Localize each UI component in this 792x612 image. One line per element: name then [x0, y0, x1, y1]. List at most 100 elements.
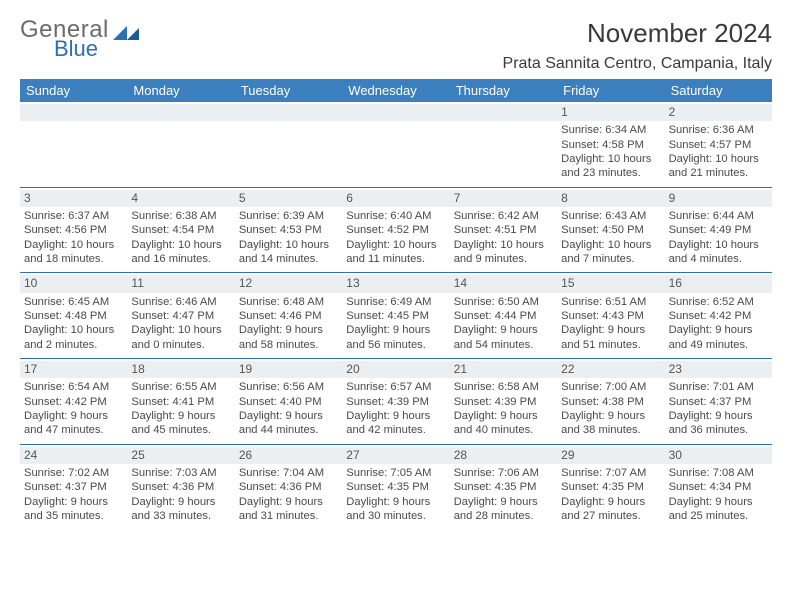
day-line: Sunset: 4:38 PM [561, 395, 660, 409]
day-number: 25 [127, 447, 234, 464]
day-line: Sunrise: 6:46 AM [131, 295, 230, 309]
day-line: and 38 minutes. [561, 423, 660, 437]
day-line: Sunrise: 7:05 AM [346, 466, 445, 480]
day-number: 14 [450, 275, 557, 292]
day-cell: 18Sunrise: 6:55 AMSunset: 4:41 PMDayligh… [127, 359, 234, 442]
day-line: Daylight: 9 hours [239, 409, 338, 423]
day-line: Sunrise: 6:56 AM [239, 380, 338, 394]
day-line: Sunrise: 6:34 AM [561, 123, 660, 137]
day-line: and 21 minutes. [669, 166, 768, 180]
logo-text: General Blue [20, 18, 109, 60]
weekday-sat: Saturday [665, 79, 772, 102]
day-number: . [127, 104, 234, 121]
day-number: 16 [665, 275, 772, 292]
day-line: Sunrise: 6:44 AM [669, 209, 768, 223]
day-line: Sunrise: 6:52 AM [669, 295, 768, 309]
day-line: Sunset: 4:35 PM [561, 480, 660, 494]
day-line: Sunrise: 6:49 AM [346, 295, 445, 309]
day-line: Daylight: 9 hours [24, 495, 123, 509]
day-number: 8 [557, 190, 664, 207]
day-line: and 23 minutes. [561, 166, 660, 180]
day-number: 27 [342, 447, 449, 464]
day-line: and 56 minutes. [346, 338, 445, 352]
weekday-header: Sunday Monday Tuesday Wednesday Thursday… [20, 79, 772, 102]
day-line: Sunset: 4:52 PM [346, 223, 445, 237]
title-block: November 2024 Prata Sannita Centro, Camp… [503, 18, 772, 73]
day-line: Sunrise: 6:42 AM [454, 209, 553, 223]
calendar-body: .....1Sunrise: 6:34 AMSunset: 4:58 PMDay… [20, 102, 772, 527]
day-line: and 47 minutes. [24, 423, 123, 437]
day-line: and 35 minutes. [24, 509, 123, 523]
day-line: and 33 minutes. [131, 509, 230, 523]
day-line: Daylight: 9 hours [239, 495, 338, 509]
day-cell: 14Sunrise: 6:50 AMSunset: 4:44 PMDayligh… [450, 273, 557, 356]
day-number: 5 [235, 190, 342, 207]
day-cell: 19Sunrise: 6:56 AMSunset: 4:40 PMDayligh… [235, 359, 342, 442]
day-number: 20 [342, 361, 449, 378]
day-number: 9 [665, 190, 772, 207]
day-line: Sunrise: 6:58 AM [454, 380, 553, 394]
day-line: Sunset: 4:40 PM [239, 395, 338, 409]
day-line: Sunset: 4:42 PM [24, 395, 123, 409]
day-line: Sunset: 4:45 PM [346, 309, 445, 323]
day-cell: . [450, 102, 557, 185]
day-line: and 27 minutes. [561, 509, 660, 523]
day-line: Daylight: 9 hours [131, 495, 230, 509]
day-line: Daylight: 9 hours [454, 495, 553, 509]
day-line: Sunrise: 7:00 AM [561, 380, 660, 394]
day-line: Sunset: 4:57 PM [669, 138, 768, 152]
day-line: and 11 minutes. [346, 252, 445, 266]
day-line: Daylight: 9 hours [454, 323, 553, 337]
day-line: Sunset: 4:44 PM [454, 309, 553, 323]
day-line: Daylight: 10 hours [239, 238, 338, 252]
day-cell: 25Sunrise: 7:03 AMSunset: 4:36 PMDayligh… [127, 445, 234, 528]
day-line: Sunset: 4:53 PM [239, 223, 338, 237]
day-number: 13 [342, 275, 449, 292]
day-cell: 26Sunrise: 7:04 AMSunset: 4:36 PMDayligh… [235, 445, 342, 528]
day-line: and 28 minutes. [454, 509, 553, 523]
day-line: Daylight: 9 hours [561, 323, 660, 337]
day-cell: 11Sunrise: 6:46 AMSunset: 4:47 PMDayligh… [127, 273, 234, 356]
week-row: .....1Sunrise: 6:34 AMSunset: 4:58 PMDay… [20, 102, 772, 185]
day-line: Sunrise: 6:43 AM [561, 209, 660, 223]
day-line: Sunrise: 6:39 AM [239, 209, 338, 223]
day-cell: 1Sunrise: 6:34 AMSunset: 4:58 PMDaylight… [557, 102, 664, 185]
day-line: Sunrise: 7:04 AM [239, 466, 338, 480]
day-line: Daylight: 9 hours [131, 409, 230, 423]
day-line: Sunset: 4:36 PM [131, 480, 230, 494]
day-cell: 8Sunrise: 6:43 AMSunset: 4:50 PMDaylight… [557, 188, 664, 271]
day-cell: 7Sunrise: 6:42 AMSunset: 4:51 PMDaylight… [450, 188, 557, 271]
day-line: Sunset: 4:41 PM [131, 395, 230, 409]
day-cell: . [342, 102, 449, 185]
day-number: 2 [665, 104, 772, 121]
day-cell: 5 Sunrise: 6:39 AMSunset: 4:53 PMDaylight… [235, 188, 342, 271]
day-cell: 12Sunrise: 6:48 AMSunset: 4:46 PMDayligh… [235, 273, 342, 356]
day-line: Daylight: 10 hours [561, 152, 660, 166]
day-number: . [450, 104, 557, 121]
day-line: Sunset: 4:48 PM [24, 309, 123, 323]
day-line: and 4 minutes. [669, 252, 768, 266]
day-line: and 44 minutes. [239, 423, 338, 437]
day-cell: 30Sunrise: 7:08 AMSunset: 4:34 PMDayligh… [665, 445, 772, 528]
weekday-thu: Thursday [450, 79, 557, 102]
month-title: November 2024 [503, 18, 772, 49]
day-number: 12 [235, 275, 342, 292]
day-line: Daylight: 10 hours [346, 238, 445, 252]
day-line: and 0 minutes. [131, 338, 230, 352]
day-cell: 16Sunrise: 6:52 AMSunset: 4:42 PMDayligh… [665, 273, 772, 356]
day-line: Sunset: 4:35 PM [454, 480, 553, 494]
day-line: and 2 minutes. [24, 338, 123, 352]
day-number: 15 [557, 275, 664, 292]
day-number: . [342, 104, 449, 121]
day-number: 21 [450, 361, 557, 378]
day-number: 30 [665, 447, 772, 464]
day-line: and 49 minutes. [669, 338, 768, 352]
day-line: and 42 minutes. [346, 423, 445, 437]
day-line: and 30 minutes. [346, 509, 445, 523]
day-number: 7 [450, 190, 557, 207]
day-line: and 36 minutes. [669, 423, 768, 437]
day-cell: 22Sunrise: 7:00 AMSunset: 4:38 PMDayligh… [557, 359, 664, 442]
day-line: Sunset: 4:34 PM [669, 480, 768, 494]
day-line: Sunrise: 7:08 AM [669, 466, 768, 480]
day-line: Daylight: 9 hours [561, 495, 660, 509]
